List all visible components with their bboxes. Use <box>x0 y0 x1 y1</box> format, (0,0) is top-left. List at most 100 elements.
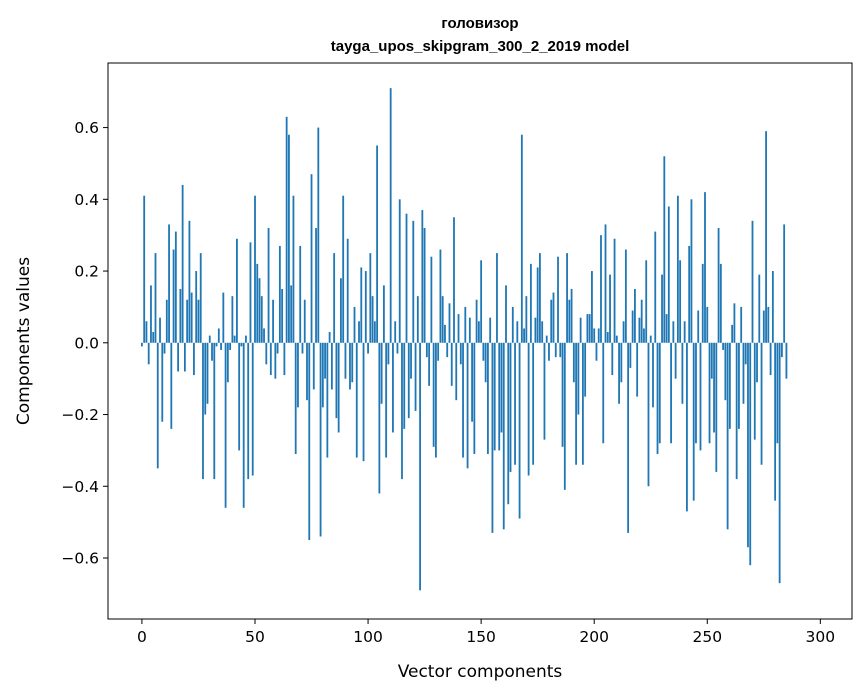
bar-222 <box>643 328 645 343</box>
bar-198 <box>588 314 591 343</box>
bar-216 <box>629 342 632 368</box>
bar-187 <box>563 342 566 490</box>
bar-41 <box>233 335 236 343</box>
bar-142 <box>462 342 464 458</box>
bar-63 <box>283 342 286 376</box>
y-tick-label: −0.2 <box>61 406 99 424</box>
bar-44 <box>240 342 243 347</box>
bar-211 <box>618 342 620 404</box>
bar-108 <box>385 342 388 458</box>
bar-92 <box>349 342 351 390</box>
bar-242 <box>688 245 691 343</box>
bar-96 <box>358 321 360 343</box>
bar-7 <box>156 342 159 469</box>
bar-88 <box>340 278 342 343</box>
bar-50 <box>254 195 256 343</box>
bar-275 <box>762 310 765 343</box>
bar-10 <box>163 342 166 354</box>
bar-69 <box>297 342 299 408</box>
bar-239 <box>681 342 684 404</box>
bar-72 <box>303 299 306 343</box>
x-axis-label: Vector components <box>398 662 563 682</box>
bar-231 <box>663 156 666 343</box>
bar-263 <box>735 342 738 480</box>
bar-119 <box>410 342 412 379</box>
bar-276 <box>765 131 767 343</box>
y-tick-label: 0.4 <box>74 191 99 209</box>
bar-23 <box>193 342 195 376</box>
bar-146 <box>471 342 473 422</box>
bar-215 <box>627 342 630 533</box>
bar-5 <box>152 332 155 343</box>
x-tick-label: 50 <box>245 628 265 646</box>
bar-181 <box>550 299 553 343</box>
chart-title: головизор <box>441 15 518 32</box>
bar-203 <box>600 235 602 343</box>
bar-118 <box>407 342 410 419</box>
bar-271 <box>753 342 756 440</box>
bar-255 <box>717 228 720 343</box>
bar-61 <box>278 245 281 343</box>
bar-174 <box>534 317 537 343</box>
bar-99 <box>364 271 367 343</box>
bar-157 <box>496 253 498 343</box>
bar-112 <box>394 321 397 343</box>
bar-87 <box>337 342 340 433</box>
bar-113 <box>396 342 399 354</box>
bar-47 <box>247 342 250 480</box>
bar-18 <box>181 184 184 343</box>
bar-219 <box>636 342 639 397</box>
bar-264 <box>738 342 740 429</box>
bar-234 <box>670 342 672 444</box>
bar-126 <box>425 342 428 358</box>
bar-207 <box>609 274 611 343</box>
bar-32 <box>213 342 216 480</box>
bar-270 <box>751 220 754 343</box>
bar-256 <box>719 263 722 343</box>
bar-106 <box>380 342 383 404</box>
bar-237 <box>676 195 679 343</box>
y-axis-label: Components values <box>14 257 34 425</box>
bar-155 <box>491 342 494 533</box>
bar-105 <box>378 342 381 494</box>
bar-184 <box>557 256 559 343</box>
bar-51 <box>256 263 259 343</box>
bar-48 <box>249 242 252 343</box>
bar-279 <box>771 271 774 343</box>
bar-8 <box>159 317 161 343</box>
bar-249 <box>704 192 706 343</box>
x-tick-label: 250 <box>692 628 722 646</box>
bar-186 <box>561 342 564 447</box>
bar-188 <box>566 253 568 343</box>
bar-71 <box>301 342 304 354</box>
bar-269 <box>749 342 752 566</box>
bar-148 <box>475 299 478 343</box>
bar-104 <box>376 145 379 343</box>
bar-209 <box>613 238 616 343</box>
bar-182 <box>552 292 555 343</box>
bar-251 <box>708 342 711 444</box>
bar-39 <box>229 342 232 350</box>
bar-201 <box>595 342 598 361</box>
bar-161 <box>505 285 507 343</box>
bar-115 <box>401 342 403 480</box>
bar-52 <box>258 278 261 343</box>
bar-120 <box>412 220 415 343</box>
bars-group <box>141 88 788 591</box>
bar-123 <box>419 342 421 591</box>
bar-93 <box>351 342 354 383</box>
bar-164 <box>511 306 514 343</box>
bar-227 <box>654 231 657 343</box>
bar-141 <box>459 342 462 365</box>
bar-122 <box>416 296 419 343</box>
x-tick-label: 100 <box>353 628 383 646</box>
bar-101 <box>369 253 372 343</box>
bar-12 <box>168 224 170 343</box>
y-tick-label: 0.2 <box>74 263 99 281</box>
bar-82 <box>326 342 329 458</box>
bar-27 <box>202 342 204 480</box>
bar-194 <box>579 317 582 343</box>
bar-133 <box>441 296 444 343</box>
bar-191 <box>572 342 575 383</box>
bar-40 <box>231 296 234 343</box>
